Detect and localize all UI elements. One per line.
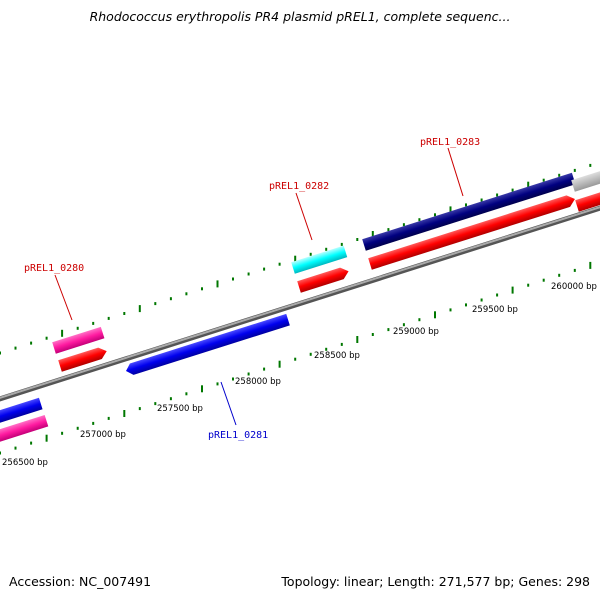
topology-summary: Topology: linear; Length: 271,577 bp; Ge… xyxy=(281,574,590,589)
map-title: Rhodococcus erythropolis PR4 plasmid pRE… xyxy=(89,9,511,24)
gene-feature-red-arrow-long[interactable] xyxy=(368,193,577,270)
ruler-label: 258000 bp xyxy=(235,377,281,387)
gene-labels[interactable]: pREL1_0280 pREL1_0281 pREL1_0282 pREL1_0… xyxy=(24,137,480,441)
gene-feature-navy-0283[interactable] xyxy=(362,172,576,251)
gene-feature-red-arrow-0280[interactable] xyxy=(58,345,108,372)
ruler-label: 259500 bp xyxy=(472,305,518,315)
ruler-label: 260000 bp xyxy=(551,282,597,292)
accession-text: Accession: NC_007491 xyxy=(9,574,152,589)
ruler-label: 256500 bp xyxy=(2,458,48,468)
ruler-label: 258500 bp xyxy=(314,351,360,361)
ruler-label: 259000 bp xyxy=(393,327,439,337)
gene-label-0283[interactable]: pREL1_0283 xyxy=(420,137,480,148)
gene-feature-blue-0281[interactable] xyxy=(124,313,290,377)
gene-feature-pink-0280[interactable] xyxy=(52,326,105,354)
ruler-labels: 256500 bp 257000 bp 257500 bp 258000 bp … xyxy=(2,282,597,468)
ruler-label: 257500 bp xyxy=(157,404,203,414)
gene-feature-blue-left[interactable] xyxy=(0,397,43,424)
gene-feature-red-arrow-0282[interactable] xyxy=(297,266,350,293)
gene-feature-grey-right[interactable] xyxy=(571,168,600,192)
gene-label-0282[interactable]: pREL1_0282 xyxy=(269,181,329,192)
gene-label-0280[interactable]: pREL1_0280 xyxy=(24,263,84,274)
ruler-label: 257000 bp xyxy=(80,430,126,440)
gene-feature-cyan-0282[interactable] xyxy=(291,245,348,274)
gene-label-0281[interactable]: pREL1_0281 xyxy=(208,430,268,441)
lower-tick-track xyxy=(0,261,592,455)
gene-label-pointers xyxy=(54,147,464,426)
gene-feature-red-right[interactable] xyxy=(575,188,600,212)
sequence-backbone xyxy=(0,205,600,402)
gene-features[interactable] xyxy=(0,168,600,443)
upper-tick-track xyxy=(0,163,592,355)
gene-feature-pink-left[interactable] xyxy=(0,414,49,443)
